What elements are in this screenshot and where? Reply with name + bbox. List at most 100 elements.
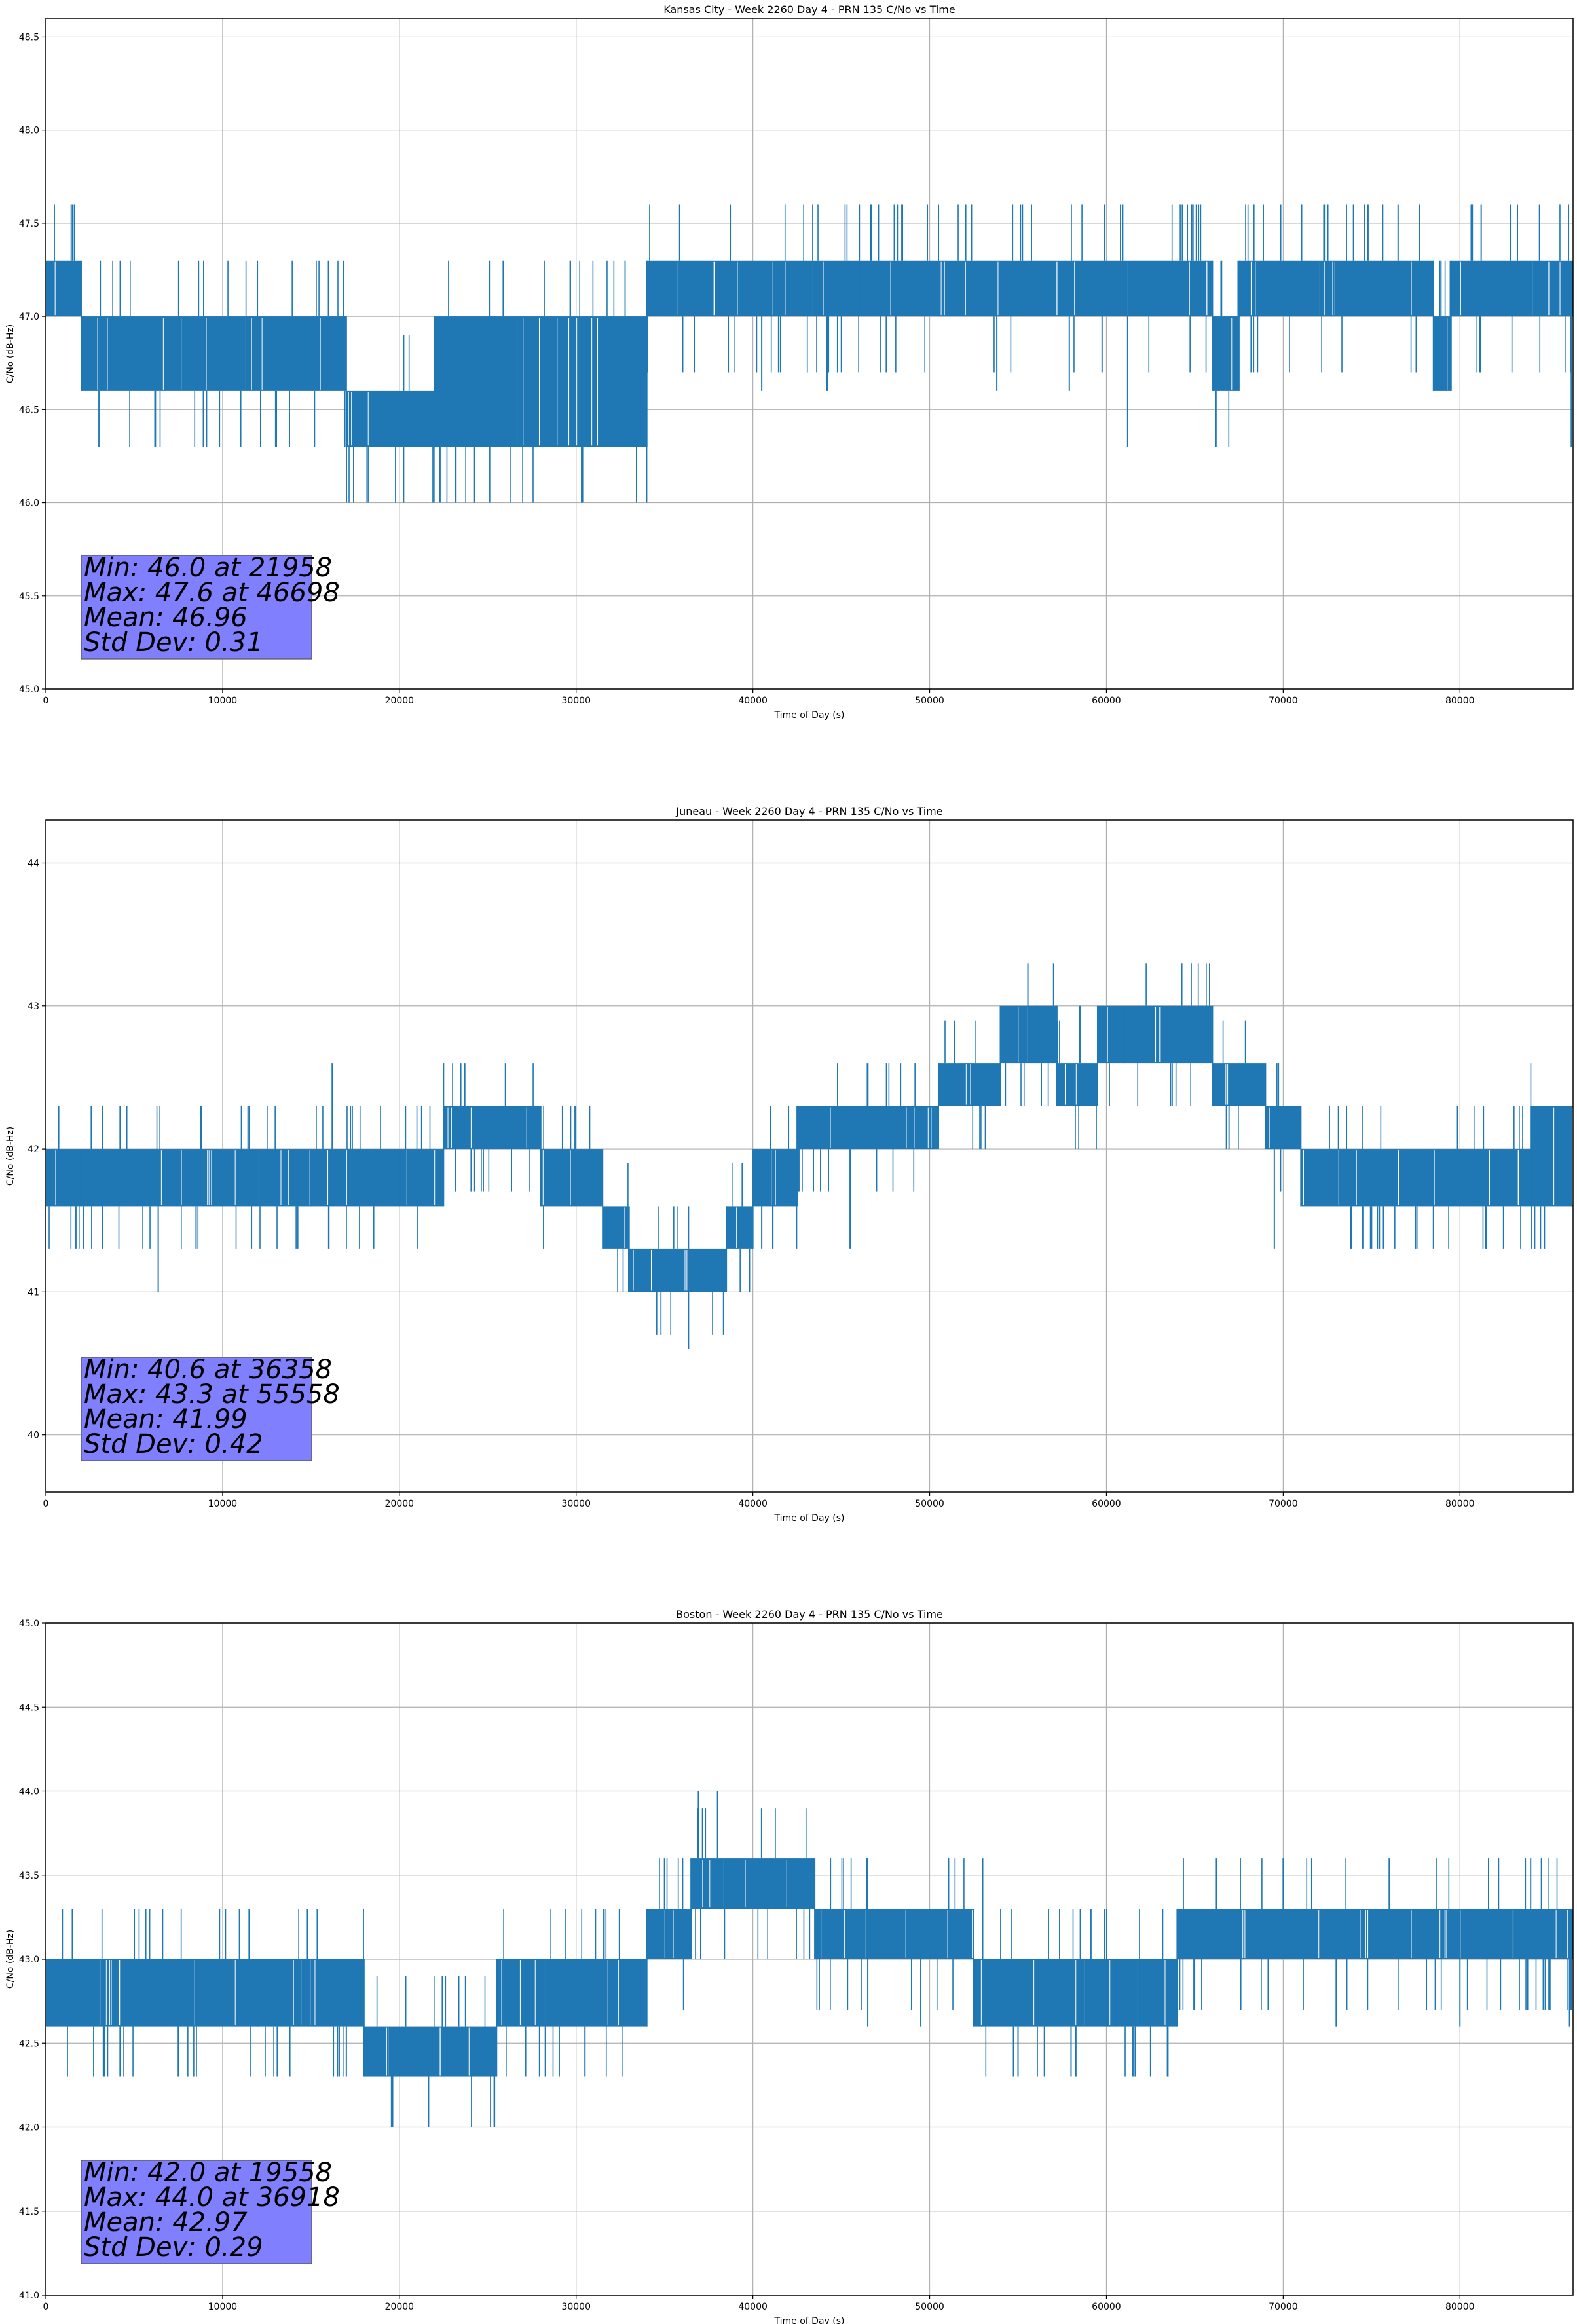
y-tick-label: 41.5 (19, 2207, 39, 2217)
stats-std-dev: Std Dev: 0.29 (84, 2232, 263, 2262)
y-tick-label: 47.0 (19, 312, 39, 322)
y-tick-label: 41.0 (19, 2291, 39, 2301)
x-tick-label: 40000 (738, 1499, 768, 1509)
stats-std-dev: Std Dev: 0.31 (84, 628, 263, 658)
y-tick-label: 42.0 (19, 2123, 39, 2133)
x-tick-label: 80000 (1445, 2302, 1475, 2312)
data-band (1000, 1005, 1057, 1064)
data-band (363, 2026, 497, 2077)
data-band (275, 1149, 399, 1207)
y-tick-label: 45.0 (19, 1619, 39, 1629)
x-tick-label: 40000 (738, 2302, 768, 2312)
stats-max: Max: 43.3 at 55558 (84, 1379, 340, 1410)
x-tick-label: 60000 (1092, 1499, 1121, 1509)
y-tick-label: 46.5 (19, 405, 39, 415)
x-tick-label: 20000 (385, 2302, 415, 2312)
stats-mean: Mean: 42.97 (84, 2207, 248, 2238)
data-band (496, 1959, 647, 2027)
stats-min: Min: 46.0 at 21958 (84, 553, 332, 583)
y-axis-label: C/No (dB-Hz) (5, 324, 16, 383)
chart-panel-1: Kansas City - Week 2260 Day 4 - PRN 135 … (5, 3, 1574, 721)
data-band (257, 1959, 364, 2027)
x-tick-label: 70000 (1269, 1499, 1298, 1509)
data-band (603, 1206, 629, 1249)
data-band (1265, 1106, 1301, 1150)
chart-title: Boston - Week 2260 Day 4 - PRN 135 C/No … (676, 1608, 943, 1621)
y-tick-label: 43.5 (19, 1871, 39, 1881)
stats-box (81, 1357, 312, 1461)
y-tick-label: 41 (28, 1287, 39, 1298)
data-band (646, 260, 859, 317)
y-tick-label: 46.0 (19, 498, 39, 509)
stats-box (81, 555, 312, 660)
y-tick-label: 43.0 (19, 1955, 39, 1965)
data-band (938, 1063, 1001, 1106)
x-tick-label: 0 (43, 1499, 49, 1509)
x-axis-label: Time of Day (s) (774, 710, 845, 721)
x-tick-label: 80000 (1445, 1499, 1475, 1509)
y-tick-label: 42.5 (19, 2038, 39, 2049)
data-band (691, 1858, 815, 1909)
x-tick-label: 30000 (561, 1499, 591, 1509)
x-tick-label: 20000 (385, 1499, 415, 1509)
data-band (399, 1149, 444, 1207)
plot-area-frame (45, 18, 1574, 690)
plot-area-frame (45, 819, 1574, 1493)
x-tick-label: 80000 (1445, 696, 1475, 706)
data-band (929, 1909, 974, 1959)
x-tick-label: 50000 (915, 2302, 944, 2312)
y-tick-label: 48.0 (19, 126, 39, 136)
x-tick-label: 60000 (1092, 696, 1121, 706)
data-band (443, 1106, 541, 1150)
data-band (646, 1909, 692, 1959)
data-band (1115, 1959, 1178, 2027)
data-band (1301, 1149, 1531, 1207)
y-tick-label: 44 (28, 858, 39, 869)
stats-mean: Mean: 46.96 (84, 603, 248, 633)
data-band (81, 1149, 276, 1207)
stats-min: Min: 42.0 at 19558 (84, 2158, 332, 2188)
x-tick-label: 10000 (208, 1499, 238, 1509)
chart-panel-3: Boston - Week 2260 Day 4 - PRN 135 C/No … (5, 1608, 1574, 2324)
y-tick-label: 40 (28, 1431, 39, 1441)
y-tick-label: 44.5 (19, 1702, 39, 1713)
data-band (974, 1959, 1115, 2027)
data-band (1056, 1063, 1098, 1106)
y-tick-label: 42 (28, 1144, 39, 1155)
x-tick-label: 30000 (561, 696, 591, 706)
data-band (46, 260, 81, 317)
x-tick-label: 0 (43, 696, 49, 706)
y-tick-label: 44.0 (19, 1787, 39, 1797)
x-tick-label: 10000 (208, 696, 238, 706)
data-band (629, 1248, 727, 1292)
data-band (434, 316, 647, 447)
data-band (1433, 316, 1451, 391)
data-series (46, 963, 1573, 1349)
data-band (1451, 260, 1573, 317)
data-band (859, 260, 1213, 317)
x-tick-label: 50000 (915, 696, 944, 706)
data-band (1238, 260, 1434, 317)
stats-box (81, 2160, 312, 2264)
data-band (1097, 1005, 1213, 1064)
x-tick-label: 20000 (385, 696, 415, 706)
data-band (797, 1106, 939, 1150)
data-band (346, 390, 435, 447)
stats-std-dev: Std Dev: 0.42 (84, 1429, 263, 1459)
x-tick-label: 40000 (738, 696, 768, 706)
data-band (815, 1909, 930, 1959)
y-tick-label: 48.5 (19, 32, 39, 43)
chart-panel-2: Juneau - Week 2260 Day 4 - PRN 135 C/No … (5, 805, 1574, 1524)
data-band (1212, 1063, 1266, 1106)
chart-title: Kansas City - Week 2260 Day 4 - PRN 135 … (663, 3, 955, 16)
data-band (81, 316, 346, 391)
y-tick-label: 43 (28, 1002, 39, 1012)
x-axis-label: Time of Day (s) (774, 2316, 845, 2324)
y-tick-label: 45.5 (19, 591, 39, 602)
stats-min: Min: 40.6 at 36358 (84, 1355, 332, 1385)
data-band (1212, 316, 1239, 391)
y-axis-label: C/No (dB-Hz) (5, 1127, 16, 1186)
data-band (46, 1149, 81, 1207)
